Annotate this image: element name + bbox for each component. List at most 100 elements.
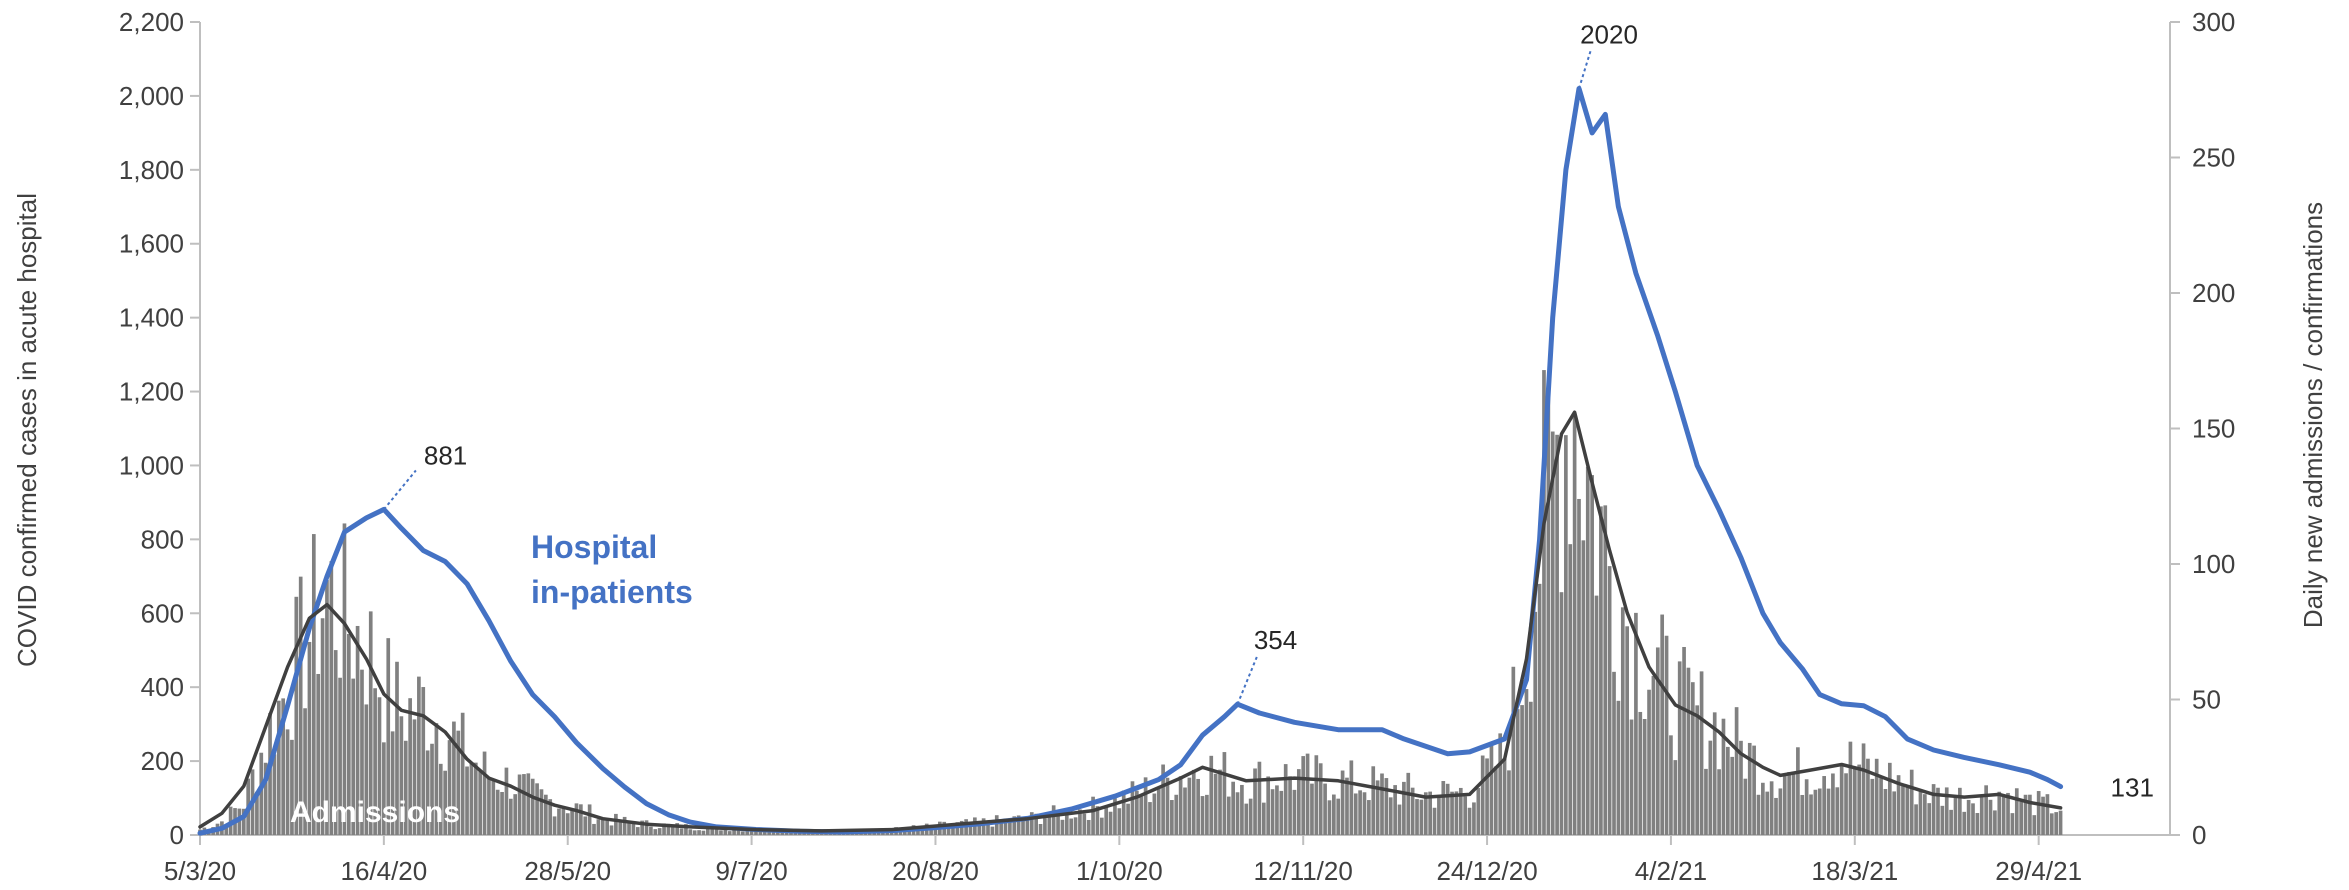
admissions-bar [399,716,404,835]
admissions-bar [1064,808,1069,835]
admissions-bar [1226,796,1231,835]
admissions-bar [727,831,732,835]
admissions-bar [1690,682,1695,835]
admissions-bar [1559,592,1564,835]
admissions-bar [1423,792,1428,835]
admissions-bar [653,829,658,835]
admissions-bar [1261,802,1266,835]
callout-leader-line [1578,49,1592,89]
admissions-bar [933,826,938,835]
admissions-bar [644,820,649,835]
admissions-bar [2006,792,2010,835]
admissions-bar [1743,778,1748,835]
admissions-bar [1914,804,1918,835]
admissions-bar [684,824,688,835]
admissions-bar [1756,794,1761,835]
x-tick-label: 24/12/20 [1436,856,1537,886]
admissions-bar [1205,794,1209,835]
admissions-bar [1997,791,2002,835]
admissions-bar [333,650,338,835]
admissions-bar [767,831,771,835]
annotations: 881 354 2020 131 [383,20,2154,803]
admissions-bar [395,661,399,835]
admissions-bar [1275,785,1279,835]
admissions-bar [1686,667,1691,835]
admissions-bar [1511,666,1516,835]
x-tick-label: 20/8/20 [892,856,979,886]
admissions-bar [263,762,268,835]
admissions-bar [1515,709,1520,835]
hospital-series-label-line1: Hospital [531,529,657,565]
admissions-bar [329,561,334,835]
admissions-bar [1940,805,1945,835]
admissions-bar [1809,794,1813,835]
admissions-bar [1038,824,1043,835]
admissions-bar [347,633,351,835]
admissions-bar [342,523,347,835]
x-tick-label: 16/4/20 [340,856,427,886]
admissions-bar [1717,769,1721,835]
admissions-bar [557,808,561,835]
admissions-bar [1787,772,1791,835]
admissions-bar [1651,675,1656,835]
admissions-bar [1121,790,1126,835]
admissions-series-label: Admissions [290,796,460,829]
admissions-bar [1817,788,1822,835]
admissions-bar [430,743,434,835]
admissions-bar [1931,784,1936,835]
admissions-bar [1388,797,1393,835]
admissions-bar [1638,711,1643,835]
admissions-bar [473,762,478,835]
admissions-bar [1866,758,1870,835]
admissions-bar [1174,794,1179,835]
admissions-bar [1397,804,1402,835]
admissions-bar [1113,796,1117,835]
admissions-bar [478,770,483,835]
admissions-bar [1839,765,1844,835]
admissions-bar [1156,788,1161,835]
admissions-bar [1634,612,1638,835]
admissions-bar [1476,787,1481,835]
admissions-bar [592,823,596,835]
admissions-bar [368,611,373,835]
admissions-bar [1332,794,1336,835]
admissions-bar [723,828,728,835]
admissions-bar [294,596,299,835]
admissions-average-line [198,410,2063,833]
admissions-bar [1958,787,1962,835]
admissions-bar [495,789,500,835]
admissions-bar [1581,540,1586,835]
x-tick-label: 29/4/21 [1995,856,2082,886]
admissions-bar [1367,800,1371,835]
admissions-bar [1187,777,1192,835]
admissions-bar [657,828,662,835]
admissions-bar [1555,434,1559,835]
admissions-bar [1082,813,1087,835]
admissions-bar [1879,775,1883,835]
admissions-bar [2058,810,2063,835]
admissions-bar [1585,466,1590,835]
y-left-tick-label: 1,800 [119,155,184,185]
admissions-bar [955,822,960,835]
admissions-bar [1704,768,1708,835]
admissions-bar [1152,793,1157,835]
admissions-bar [1655,647,1660,835]
admissions-bar [1296,769,1301,835]
admissions-bar [1949,809,1953,835]
admissions-bar [1590,475,1594,835]
admissions-bar [1791,771,1796,835]
admissions-bar [272,754,277,835]
admissions-bar [705,827,710,835]
admissions-bar [1642,719,1647,835]
admissions-bar [2019,801,2023,835]
admissions-bar [2010,813,2015,835]
admissions-bar [1336,798,1341,835]
admissions-bar [1139,796,1144,835]
admissions-bar [1025,819,1030,835]
admissions-bar [1406,772,1411,835]
admissions-bar [1673,760,1678,835]
admissions-bar [1599,506,1603,835]
admissions-bar [570,809,574,835]
admissions-bar [1196,778,1200,835]
admissions-bar [981,818,986,835]
